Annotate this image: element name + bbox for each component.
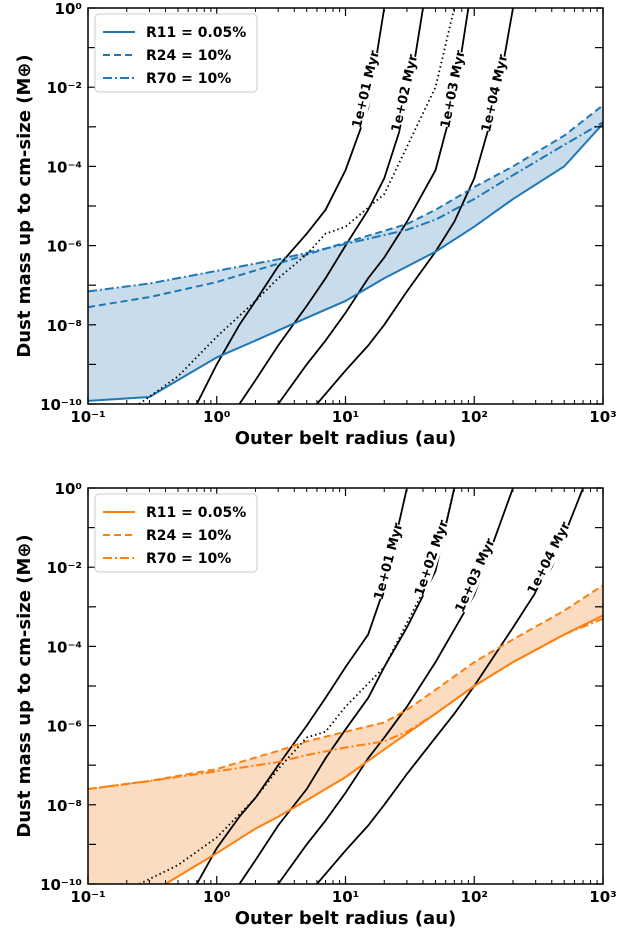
plot-area (88, 8, 603, 404)
x-axis-label: Outer belt radius (au) (235, 428, 457, 449)
legend-box (94, 13, 258, 93)
chart-panel-1: 1e+01 Myr 1e+02 Myr 1e+03 Myr 1e+04 Myr 10⁻¹… (14, 0, 617, 449)
series-line (164, 614, 603, 884)
x-tick-label: 10¹ (332, 888, 359, 906)
y-tick-label: 10⁻⁴ (47, 158, 82, 176)
series-line (88, 122, 603, 402)
isochrone-label: 1e+02 Myr (389, 53, 421, 134)
isochrone-label: 1e+03 Myr (438, 49, 469, 130)
isochrone-line (238, 488, 456, 884)
plot-area (88, 488, 603, 884)
y-tick-label: 10⁻⁶ (47, 718, 82, 736)
isochrone-label-bg (436, 50, 468, 128)
isochrone-label-bg (387, 54, 420, 132)
x-tick-label: 10² (461, 408, 488, 426)
y-tick-label: 10⁻⁸ (47, 797, 82, 815)
series-line (88, 104, 603, 309)
y-tick-label: 10⁻⁴ (47, 638, 82, 656)
y-tick-label: 10⁻¹⁰ (40, 876, 82, 894)
isochrone-label: 1e+03 Myr (453, 536, 499, 615)
isochrone-line (277, 488, 514, 884)
isochrone-label-bg (348, 50, 382, 128)
series-line (88, 121, 603, 293)
y-tick-label: 10⁰ (55, 480, 82, 498)
y-axis-label: Dust mass up to cm-size (M⊕) (14, 534, 35, 837)
series-line (138, 488, 456, 884)
y-tick-label: 10⁻² (47, 559, 82, 577)
y-tick-label: 10⁻⁶ (47, 238, 82, 256)
isochrone-label-bg (523, 520, 573, 596)
isochrone-label-bg (477, 54, 510, 132)
y-tick-label: 10⁻⁸ (47, 317, 82, 335)
x-tick-label: 10² (461, 888, 488, 906)
isochrone-label: 1e+01 Myr (350, 49, 383, 130)
isochrone-line (316, 488, 584, 884)
isochrone-label: 1e+04 Myr (479, 53, 511, 134)
y-tick-label: 10⁰ (55, 0, 82, 18)
x-tick-label: 10³ (589, 888, 616, 906)
legend-label: R24 = 10% (146, 528, 231, 544)
x-tick-label: 10³ (589, 408, 616, 426)
isochrone-label: 1e+04 Myr (525, 519, 574, 597)
series-line (88, 584, 603, 791)
x-axis-label: Outer belt radius (au) (235, 908, 457, 929)
isochrone-label-bg (410, 519, 451, 597)
legend: R11 = 0.05% R24 = 10% R70 = 10% (94, 493, 258, 573)
isochrone-line (277, 8, 470, 404)
x-tick-label: 10⁰ (203, 408, 230, 426)
isochrone-label-bg (451, 537, 498, 614)
y-tick-label: 10⁻² (47, 79, 82, 97)
legend-label: R70 = 10% (146, 71, 231, 87)
series-line (138, 8, 456, 404)
y-tick-label: 10⁻¹⁰ (40, 396, 82, 414)
legend-box (94, 493, 258, 573)
legend-label: R11 = 0.05% (146, 505, 246, 521)
isochrone-line (316, 8, 514, 404)
legend-label: R24 = 10% (146, 48, 231, 64)
isochrone-line (196, 8, 386, 404)
isochrone-line (196, 488, 408, 884)
isochrone-label-bg (370, 522, 406, 601)
legend: R11 = 0.05% R24 = 10% R70 = 10% (94, 13, 258, 93)
legend-label: R70 = 10% (146, 551, 231, 567)
isochrone-line (238, 8, 424, 404)
isochrone-label: 1e+01 Myr (372, 521, 407, 602)
x-tick-label: 10⁻¹ (70, 408, 105, 426)
shaded-region (88, 105, 603, 401)
chart-panel-2: 1e+01 Myr 1e+02 Myr 1e+03 Myr 1e+04 Myr10⁻¹… (14, 480, 617, 929)
legend-label: R11 = 0.05% (146, 25, 246, 41)
x-tick-label: 10¹ (332, 408, 359, 426)
x-tick-label: 10⁰ (203, 888, 230, 906)
y-axis-label: Dust mass up to cm-size (M⊕) (14, 54, 35, 357)
shaded-region (88, 585, 603, 884)
x-tick-label: 10⁻¹ (70, 888, 105, 906)
